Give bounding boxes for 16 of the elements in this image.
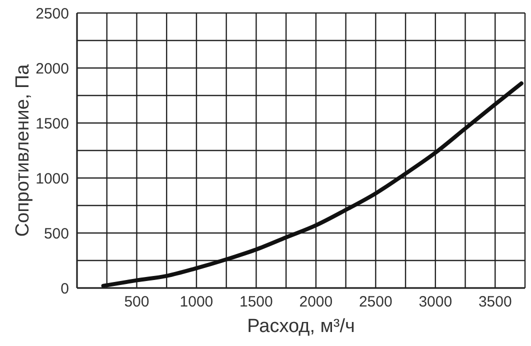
x-tick-label: 3500 xyxy=(478,294,512,311)
line-series xyxy=(101,81,524,288)
y-axis-title: Сопротивление, Па xyxy=(12,64,34,237)
x-tick-label: 1000 xyxy=(180,294,214,311)
y-tick-label: 2000 xyxy=(36,60,69,78)
y-tick-label: 2500 xyxy=(36,5,69,22)
y-tick-label: 1000 xyxy=(36,170,69,188)
x-tick-label: 500 xyxy=(124,294,150,311)
x-tick-label: 2500 xyxy=(358,294,392,311)
x-tick-label: 1500 xyxy=(240,294,273,311)
x-axis-title: Расход, м³/ч xyxy=(247,316,355,337)
y-tick-label: 500 xyxy=(44,225,69,242)
y-tick-label: 1500 xyxy=(36,115,69,132)
y-tick-label: 0 xyxy=(60,280,69,298)
x-tick-label: 3000 xyxy=(418,294,452,311)
x-tick-label: 2000 xyxy=(299,294,333,311)
